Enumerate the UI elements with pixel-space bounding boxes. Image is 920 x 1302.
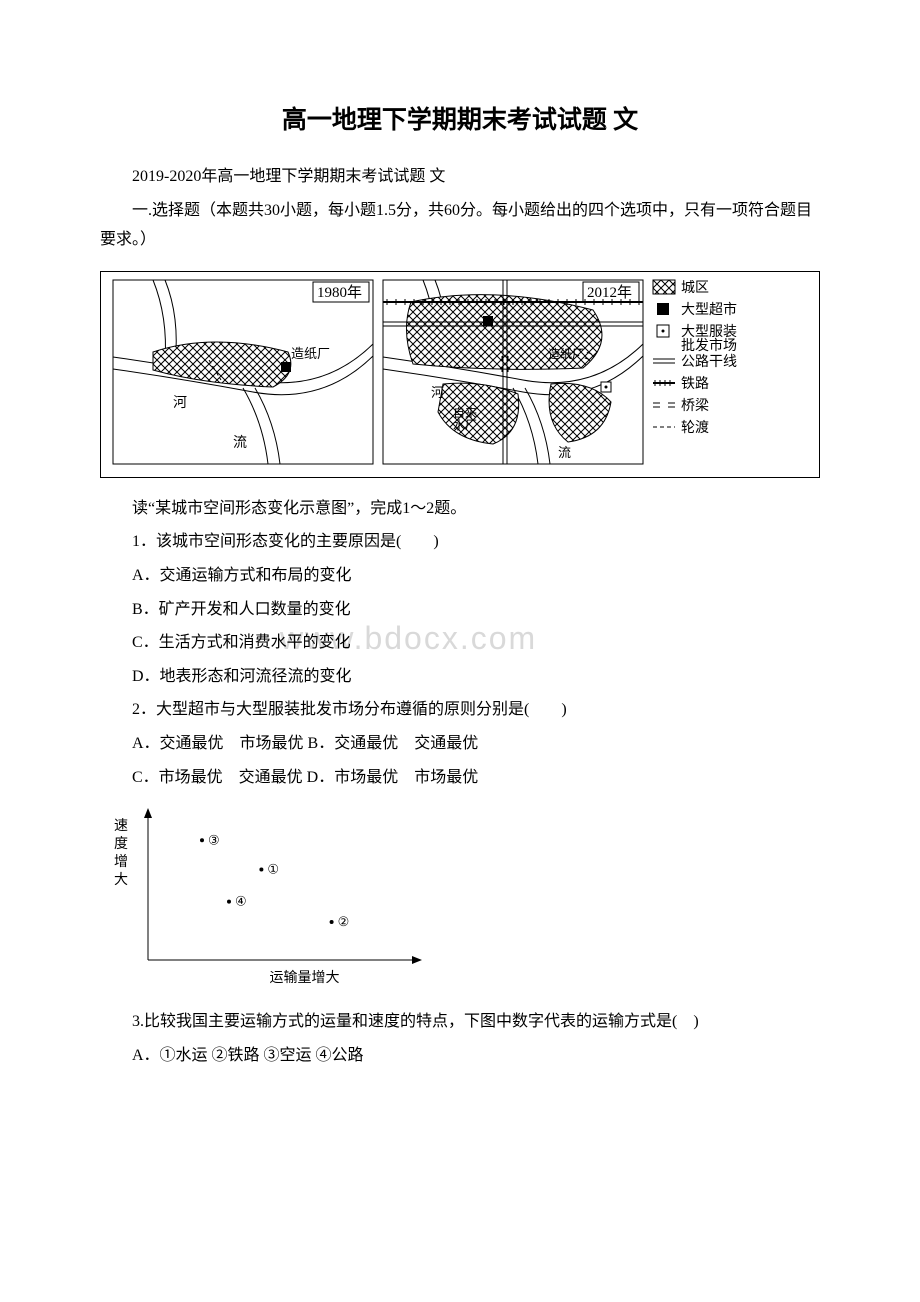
svg-text:度: 度: [114, 836, 128, 852]
instruction: 一.选择题（本题共30小题，每小题1.5分，共60分。每小题给出的四个选项中，只…: [100, 196, 820, 255]
svg-text:大: 大: [114, 872, 128, 888]
q1-a: A．交通运输方式和布局的变化: [100, 561, 820, 591]
q-intro: 读“某城市空间形态变化示意图”，完成1～2题。: [100, 494, 820, 524]
scatter-svg: 速度增大运输量增大 ③ ① ④ ②: [100, 802, 430, 992]
doc-header-line: 2019-2020年高一地理下学期期末考试试题 文: [100, 162, 820, 192]
svg-text:公路干线: 公路干线: [681, 354, 737, 370]
svg-text:轮渡: 轮渡: [681, 420, 709, 436]
scatter-figure: 速度增大运输量增大 ③ ① ④ ②: [100, 802, 820, 997]
q1-d: D．地表形态和河流径流的变化: [100, 662, 820, 692]
svg-text:④: ④: [235, 894, 247, 909]
svg-text:大型服装批发市场: 大型服装批发市场: [681, 324, 737, 354]
svg-text:铁路: 铁路: [681, 376, 709, 392]
q3-stem: 3.比较我国主要运输方式的运量和速度的特点，下图中数字代表的运输方式是( ): [100, 1007, 820, 1037]
svg-text:桥梁: 桥梁: [681, 398, 709, 414]
svg-text:③: ③: [208, 832, 220, 847]
svg-text:增: 增: [114, 854, 128, 870]
q2-stem: 2．大型超市与大型服装批发市场分布遵循的原则分别是( ): [100, 695, 820, 725]
svg-text:河: 河: [173, 395, 187, 411]
svg-text:造纸厂: 造纸厂: [548, 347, 584, 361]
svg-text:1980年: 1980年: [317, 284, 362, 301]
map-svg: 1980年造纸厂河流 2012年造纸厂河流 自来水厂 城区大型超市大型服装批发市场公路…: [101, 272, 801, 472]
svg-text:运输量增大: 运输量增大: [270, 970, 340, 986]
svg-text:流: 流: [233, 435, 247, 451]
doc-title: 高一地理下学期期末考试试题 文: [100, 100, 820, 136]
svg-text:2012年: 2012年: [587, 284, 632, 301]
svg-text:自来水厂: 自来水厂: [453, 406, 477, 432]
q1-b: B．矿产开发和人口数量的变化: [100, 595, 820, 625]
svg-text:城区: 城区: [681, 280, 709, 296]
q2-ab: A．交通最优 市场最优 B．交通最优 交通最优: [100, 729, 820, 759]
svg-text:①: ①: [267, 862, 279, 877]
svg-text:河: 河: [431, 385, 444, 400]
q3-a: A．①水运 ②铁路 ③空运 ④公路: [100, 1041, 820, 1071]
map-figure: 1980年造纸厂河流 2012年造纸厂河流 自来水厂 城区大型超市大型服装批发市场公路…: [100, 271, 820, 478]
svg-text:流: 流: [558, 445, 571, 460]
q1-stem: 1．该城市空间形态变化的主要原因是( ): [100, 527, 820, 557]
svg-text:速: 速: [114, 818, 128, 834]
svg-text:②: ②: [338, 914, 350, 929]
svg-text:造纸厂: 造纸厂: [291, 346, 330, 361]
q1-c: C．生活方式和消费水平的变化: [100, 628, 820, 658]
svg-text:大型超市: 大型超市: [681, 301, 737, 318]
q2-cd: C．市场最优 交通最优 D．市场最优 市场最优: [100, 763, 820, 793]
